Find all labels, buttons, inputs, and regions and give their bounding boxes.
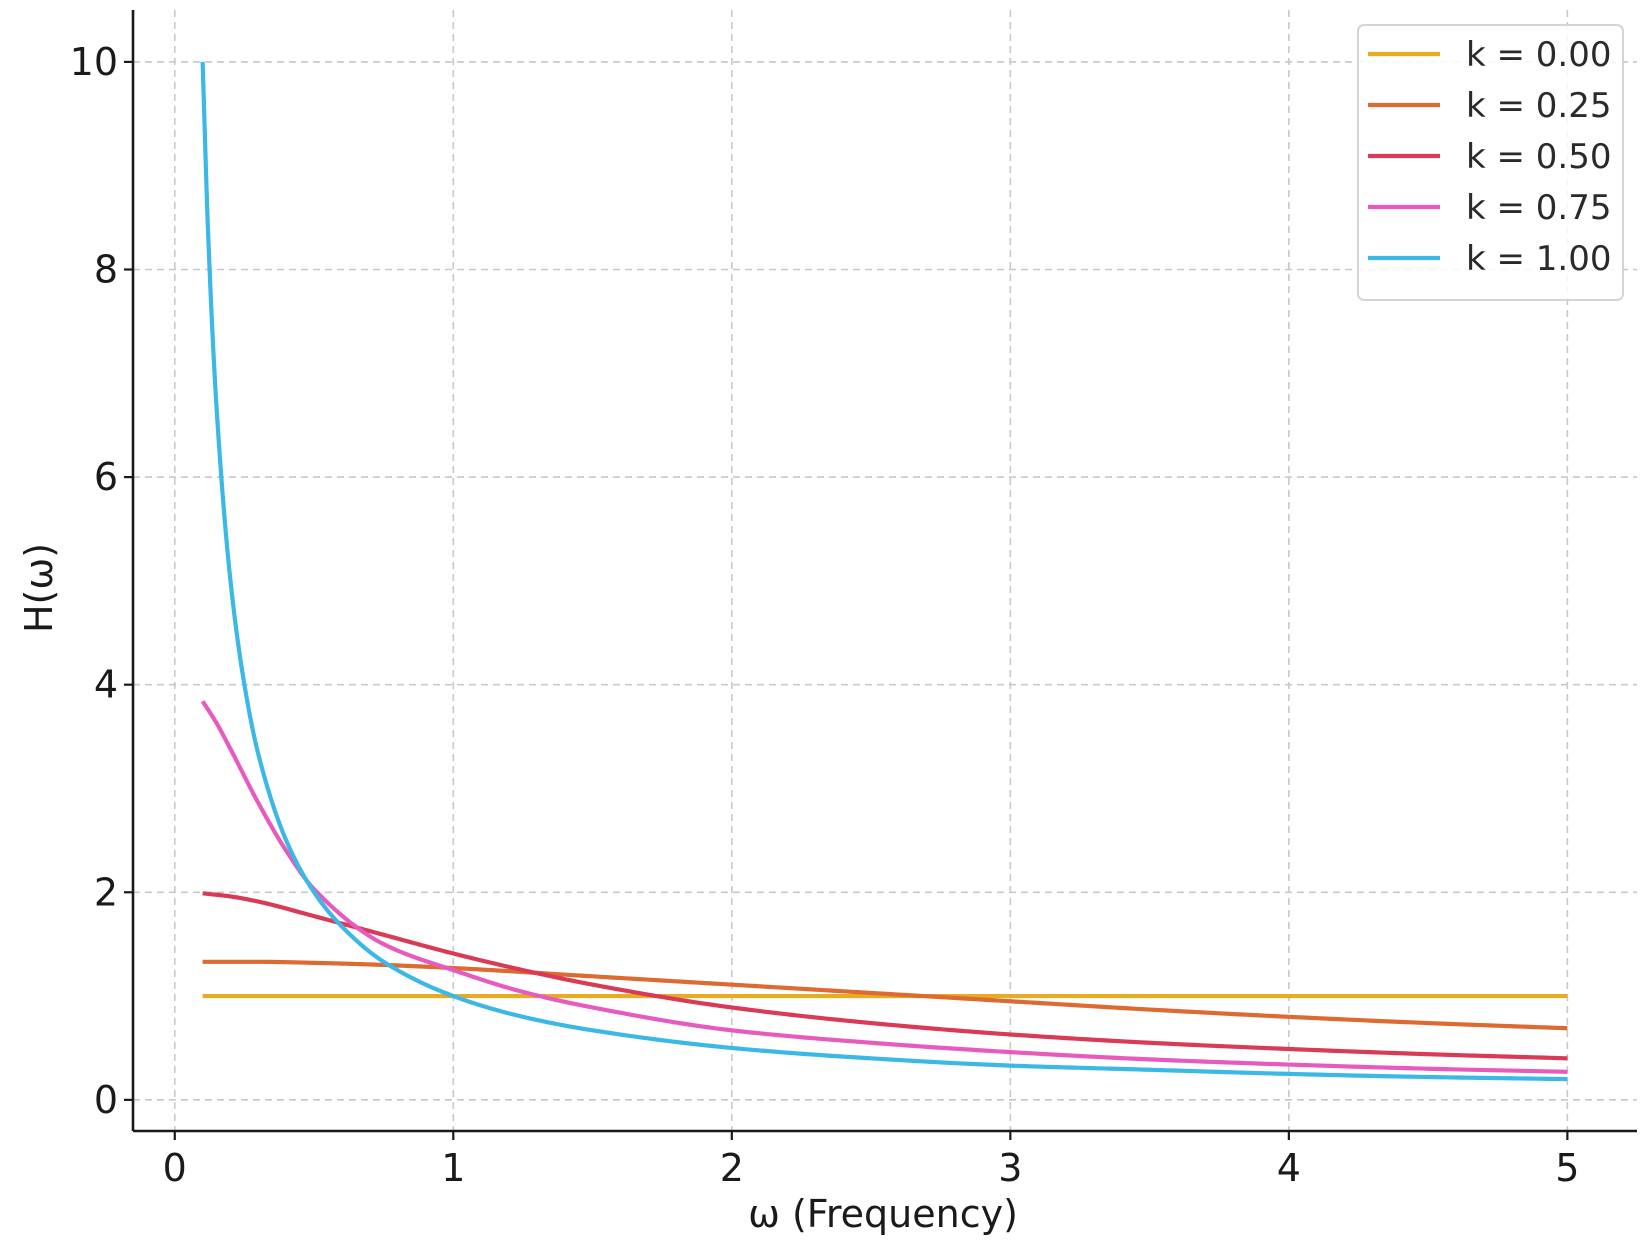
y-tick-label-2: 4 [94,663,118,707]
series-line-4 [200,61,1568,1082]
y-tick-label-4: 8 [94,247,118,291]
legend-label-3: k = 0.75 [1466,188,1612,228]
x-axis-label: ω (Frequency) [748,1192,1018,1236]
y-tick-label-0: 0 [94,1078,118,1122]
y-tick-label-3: 6 [94,455,118,499]
x-tick-label-5: 5 [1555,1146,1579,1190]
legend-label-2: k = 0.50 [1466,137,1612,177]
legend-label-0: k = 0.00 [1466,35,1612,75]
legend: k = 0.00 k = 0.25 k = 0.50 k = 0.75 k = 1.00 [1357,24,1624,301]
legend-label-1: k = 0.25 [1466,86,1612,126]
x-tick-label-3: 3 [998,1146,1022,1190]
series-line-2 [201,891,1568,1061]
x-tick-label-4: 4 [1277,1146,1301,1190]
series-line-1 [202,959,1568,1031]
y-tick-label-5: 10 [70,40,118,84]
x-tick-label-2: 2 [720,1146,744,1190]
y-axis-label: H(ω) [17,543,61,633]
tick-labels: 0 1 2 3 4 5 0 2 4 6 8 10 [70,40,1580,1190]
y-tick-label-1: 2 [94,870,118,914]
legend-label-4: k = 1.00 [1466,239,1612,279]
series-line-3 [200,700,1568,1074]
legend-box [1357,24,1624,301]
x-tick-label-1: 1 [441,1146,465,1190]
series-lines [200,61,1568,1082]
axes [131,10,1637,1133]
x-tick-label-0: 0 [163,1146,187,1190]
